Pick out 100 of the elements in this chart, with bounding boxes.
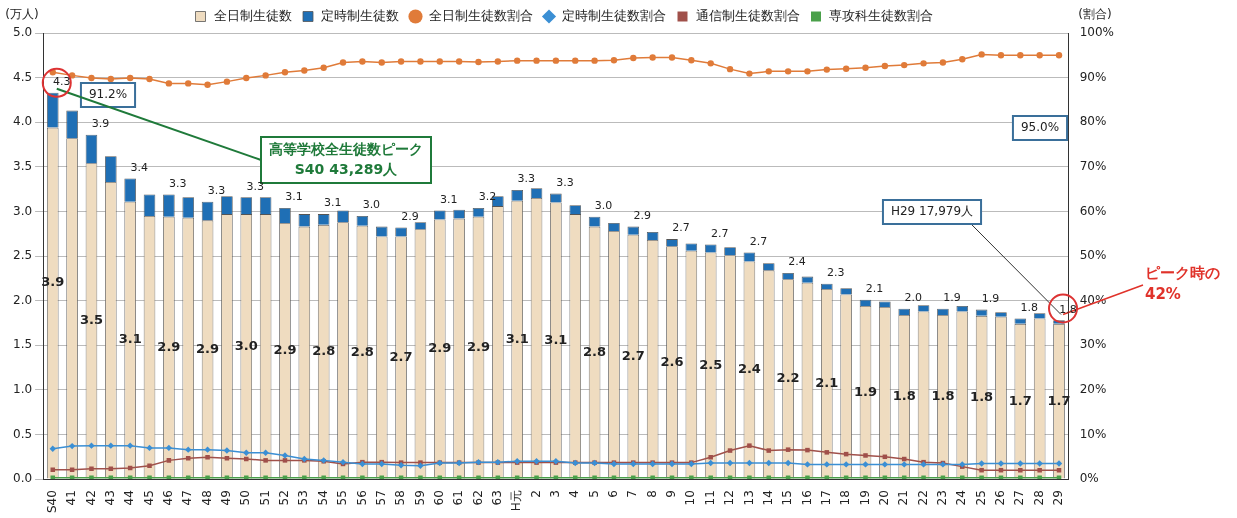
x-tick-label: 22 — [915, 490, 930, 506]
annotation: 1.8 — [1020, 300, 1039, 314]
x-tick-label: 60 — [431, 490, 446, 506]
x-tick-label: 4 — [567, 490, 582, 498]
x-tick-label: 49 — [219, 490, 234, 506]
annotation: 3.1 — [285, 190, 303, 204]
x-tick-label: 61 — [451, 490, 466, 506]
data-label: 2.9 — [273, 342, 297, 358]
x-tick-label: 24 — [954, 490, 969, 506]
data-label: 2.1 — [815, 375, 839, 391]
annotation: 3.3 — [517, 172, 535, 186]
annotation: 2.7 — [710, 226, 729, 240]
legend-label: 専攻科生徒数割合 — [829, 7, 933, 23]
x-tick-label: 2 — [528, 490, 543, 498]
data-label: 2.9 — [157, 339, 181, 355]
x-tick-label: 8 — [644, 490, 659, 498]
data-label: 3.1 — [505, 331, 529, 347]
x-tick-label: 42 — [83, 490, 98, 506]
y-tick-label: 5.0 — [12, 25, 33, 40]
data-label: 1.8 — [970, 388, 994, 404]
y-tick-label: 3.5 — [12, 158, 33, 173]
y2-tick-label: 20% — [1079, 382, 1107, 397]
annotation: 高等学校全生徒数ピーク S40 43,289人 — [269, 140, 423, 177]
annotation: 3.3 — [246, 179, 265, 193]
data-label: 1.7 — [1008, 392, 1032, 408]
annotation: 1.9 — [943, 291, 961, 305]
x-tick-label: 46 — [160, 490, 175, 506]
annotation: 3.9 — [91, 117, 110, 131]
annotation: 2.9 — [633, 208, 652, 222]
data-label: 1.8 — [931, 388, 955, 404]
x-tick-label: 5 — [586, 490, 601, 498]
data-label: 3.1 — [544, 331, 568, 347]
x-tick-label: 20 — [876, 490, 891, 506]
legend-label: 通信制生徒数割合 — [695, 7, 800, 23]
data-label: 2.7 — [621, 348, 645, 363]
data-label: 3.5 — [79, 312, 103, 328]
x-tick-label: 62 — [470, 490, 485, 506]
annotation: 4.3 — [53, 75, 71, 89]
x-tick-label: 53 — [296, 490, 311, 506]
y2-tick-label: 100% — [1079, 25, 1115, 40]
x-tick-label: 14 — [760, 490, 775, 506]
annotation: 2.9 — [401, 209, 419, 223]
y2-tick-label: 10% — [1079, 426, 1107, 441]
annotation: 3.3 — [556, 175, 574, 189]
y2-tick-label: 50% — [1079, 248, 1107, 263]
x-tick-label: 45 — [141, 490, 156, 506]
x-tick-label: 50 — [238, 490, 253, 506]
annotation: 2.3 — [827, 266, 845, 280]
x-tick-label: 55 — [335, 490, 350, 506]
x-tick-label: 18 — [838, 490, 853, 506]
annotation: 2.7 — [672, 221, 690, 235]
x-tick-label: 10 — [683, 490, 698, 506]
x-tick-label: 13 — [741, 490, 756, 506]
y2-tick-label: 90% — [1079, 69, 1107, 84]
y-axis-title: (万人) — [5, 7, 39, 22]
y-tick-label: 2.0 — [12, 292, 33, 307]
x-tick-label: 23 — [935, 490, 950, 506]
legend-label: 定時制生徒数割合 — [562, 7, 666, 23]
data-label: 2.5 — [699, 356, 723, 372]
x-tick-label: 9 — [664, 490, 679, 498]
x-tick-label: 15 — [780, 490, 795, 506]
annotation: 3.2 — [478, 190, 497, 204]
legend-label: 全日制生徒数割合 — [428, 7, 533, 23]
y-tick-label: 0.5 — [12, 426, 33, 441]
x-tick-label: 17 — [818, 490, 833, 506]
x-tick-label: 54 — [315, 490, 330, 506]
y2-tick-label: 70% — [1079, 158, 1107, 173]
annotation: 2.1 — [865, 282, 884, 296]
x-tick-label: 26 — [993, 490, 1008, 506]
data-label: 2.8 — [312, 343, 336, 359]
annotation: H29 17,979人 — [890, 204, 974, 219]
annotation: 2.0 — [904, 291, 922, 305]
x-tick-label: 12 — [722, 490, 737, 506]
x-tick-label: 56 — [354, 490, 369, 506]
x-tick-label: 43 — [102, 490, 117, 506]
x-tick-label: 6 — [606, 490, 621, 498]
data-label: 2.9 — [196, 340, 220, 356]
y-tick-label: 0.0 — [12, 471, 33, 486]
data-label: 2.4 — [737, 361, 761, 377]
x-tick-label: 3 — [548, 490, 563, 498]
data-label: 2.6 — [660, 353, 684, 369]
x-tick-label: 58 — [393, 490, 408, 506]
data-label: 1.8 — [892, 388, 916, 404]
y2-tick-label: 80% — [1079, 114, 1107, 129]
y-tick-label: 1.5 — [12, 337, 33, 352]
annotation: 3.4 — [130, 160, 148, 174]
data-label: 2.9 — [428, 340, 452, 356]
data-label: 1.9 — [853, 383, 878, 399]
data-label: 2.8 — [583, 343, 607, 359]
x-tick-label: 52 — [277, 490, 292, 506]
data-label: 2.8 — [350, 343, 374, 359]
legend-label: 定時制生徒数 — [321, 7, 399, 23]
annotation: 3.1 — [440, 192, 458, 206]
annotation: ピーク時の 42% — [1145, 264, 1220, 304]
annotation: 95.0% — [1020, 120, 1060, 135]
annotation: 1.9 — [981, 291, 1000, 305]
y-tick-label: 1.0 — [12, 382, 33, 397]
y2-tick-label: 60% — [1079, 203, 1107, 218]
x-tick-label: 59 — [412, 490, 427, 506]
annotation: 3.0 — [362, 198, 381, 212]
